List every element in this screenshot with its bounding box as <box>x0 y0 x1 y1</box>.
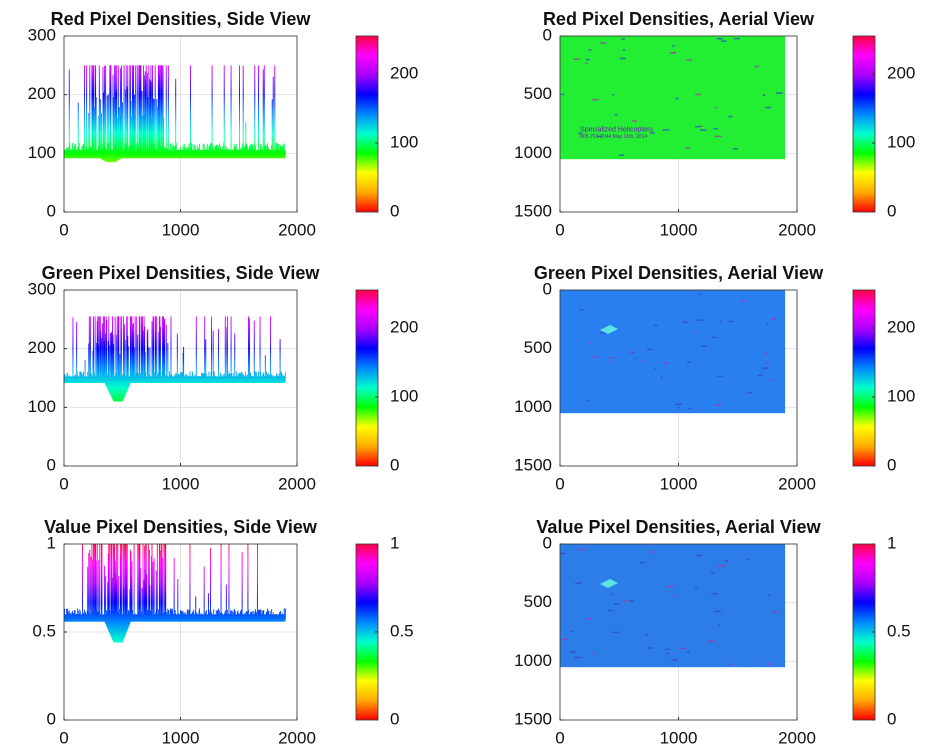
colorbar-tick-label: 0 <box>887 201 896 220</box>
figure: Red Pixel Densities, Side View0100020000… <box>0 0 929 752</box>
x-tick-label: 1000 <box>162 728 200 747</box>
chart-title: Value Pixel Densities, Aerial View <box>536 517 821 537</box>
y-tick-label: 300 <box>28 25 56 44</box>
colorbar-tick-label: 1 <box>887 533 896 552</box>
y-tick-label: 1 <box>47 533 56 552</box>
colorbar <box>853 36 875 212</box>
colorbar-tick-label: 100 <box>887 132 915 151</box>
colorbar <box>356 544 378 720</box>
x-tick-label: 2000 <box>278 728 316 747</box>
y-tick-label: 0 <box>47 709 56 728</box>
chart-title: Green Pixel Densities, Aerial View <box>534 263 824 283</box>
image-text: Specialized Helicopters <box>580 127 653 134</box>
image <box>560 36 785 159</box>
x-tick-label: 2000 <box>778 220 816 239</box>
y-tick-label: 300 <box>28 279 56 298</box>
y-tick-label: 0 <box>543 279 552 298</box>
colorbar <box>853 290 875 466</box>
x-tick-label: 2000 <box>778 474 816 493</box>
colorbar <box>356 36 378 212</box>
x-tick-label: 0 <box>59 220 68 239</box>
colorbar-tick-label: 0 <box>887 709 896 728</box>
y-tick-label: 0 <box>47 201 56 220</box>
x-tick-label: 1000 <box>660 474 698 493</box>
chart-title: Value Pixel Densities, Side View <box>44 517 318 537</box>
x-tick-label: 1000 <box>162 220 200 239</box>
colorbar-tick-label: 200 <box>390 317 418 336</box>
colorbar-tick-label: 1 <box>390 533 399 552</box>
colorbar-tick-label: 0 <box>390 455 399 474</box>
x-tick-label: 0 <box>59 728 68 747</box>
colorbar-tick-label: 200 <box>887 317 915 336</box>
baseline-band <box>64 376 285 383</box>
x-tick-label: 0 <box>555 220 564 239</box>
baseline-band <box>64 614 285 621</box>
y-tick-label: 1000 <box>514 397 552 416</box>
chart-title: Red Pixel Densities, Aerial View <box>543 9 815 29</box>
colorbar <box>853 544 875 720</box>
x-tick-label: 2000 <box>778 728 816 747</box>
y-tick-label: 1500 <box>514 709 552 728</box>
x-tick-label: 2000 <box>278 220 316 239</box>
chart-title: Red Pixel Densities, Side View <box>51 9 312 29</box>
y-tick-label: 1500 <box>514 201 552 220</box>
y-tick-label: 0 <box>543 25 552 44</box>
colorbar-tick-label: 0 <box>390 709 399 728</box>
colorbar-tick-label: 0 <box>887 455 896 474</box>
colorbar-tick-label: 0 <box>390 201 399 220</box>
colorbar-tick-label: 100 <box>390 386 418 405</box>
x-tick-label: 1000 <box>660 728 698 747</box>
colorbar-tick-label: 100 <box>887 386 915 405</box>
y-tick-label: 500 <box>524 84 552 103</box>
x-tick-label: 0 <box>59 474 68 493</box>
x-tick-label: 2000 <box>278 474 316 493</box>
colorbar <box>356 290 378 466</box>
y-tick-label: 1500 <box>514 455 552 474</box>
y-tick-label: 500 <box>524 338 552 357</box>
y-tick-label: 500 <box>524 592 552 611</box>
y-tick-label: 0 <box>47 455 56 474</box>
colorbar-tick-label: 200 <box>390 63 418 82</box>
colorbar-tick-label: 0.5 <box>887 621 911 640</box>
image <box>560 290 785 413</box>
baseline-band <box>64 150 285 158</box>
y-tick-label: 100 <box>28 143 56 162</box>
x-tick-label: 0 <box>555 728 564 747</box>
y-tick-label: 200 <box>28 84 56 103</box>
x-tick-label: 1000 <box>660 220 698 239</box>
y-tick-label: 1000 <box>514 651 552 670</box>
y-tick-label: 0.5 <box>32 621 56 640</box>
image-text: 805-763-2044 May 16th, 2014 <box>580 134 647 140</box>
x-tick-label: 1000 <box>162 474 200 493</box>
y-tick-label: 100 <box>28 397 56 416</box>
y-tick-label: 1000 <box>514 143 552 162</box>
chart-title: Green Pixel Densities, Side View <box>42 263 321 283</box>
colorbar-tick-label: 100 <box>390 132 418 151</box>
colorbar-tick-label: 200 <box>887 63 915 82</box>
x-tick-label: 0 <box>555 474 564 493</box>
colorbar-tick-label: 0.5 <box>390 621 414 640</box>
image <box>560 544 785 667</box>
y-tick-label: 200 <box>28 338 56 357</box>
y-tick-label: 0 <box>543 533 552 552</box>
